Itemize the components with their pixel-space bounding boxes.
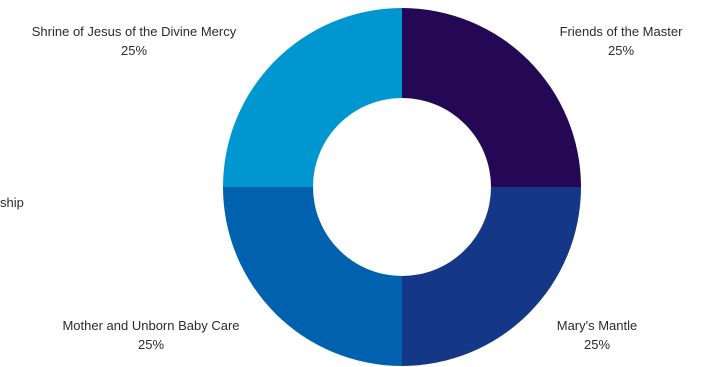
slice-label-shrine-of-jesus-of-the-divine-mercy: Shrine of Jesus of the Divine Mercy	[32, 24, 237, 39]
cutoff-label: ship	[0, 195, 24, 210]
slice-pct-marys-mantle: 25%	[584, 337, 610, 352]
slice-mary-s-mantle	[402, 187, 581, 366]
slice-label-marys-mantle: Mary's Mantle	[557, 318, 638, 333]
slice-label-mother-and-unborn-baby-care: Mother and Unborn Baby Care	[62, 318, 239, 333]
slice-pct-mother-and-unborn-baby-care: 25%	[138, 337, 164, 352]
slice-pct-friends-of-the-master: 25%	[608, 43, 634, 58]
slice-label-friends-of-the-master: Friends of the Master	[560, 24, 683, 39]
slice-friends-of-the-master	[402, 8, 581, 187]
slices-group	[223, 8, 581, 366]
slice-mother-and-unborn-baby-care	[223, 187, 402, 366]
slice-pct-shrine-of-jesus-of-the-divine-mercy: 25%	[121, 43, 147, 58]
slice-shrine-of-jesus-of-the-divine-mercy	[223, 8, 402, 187]
